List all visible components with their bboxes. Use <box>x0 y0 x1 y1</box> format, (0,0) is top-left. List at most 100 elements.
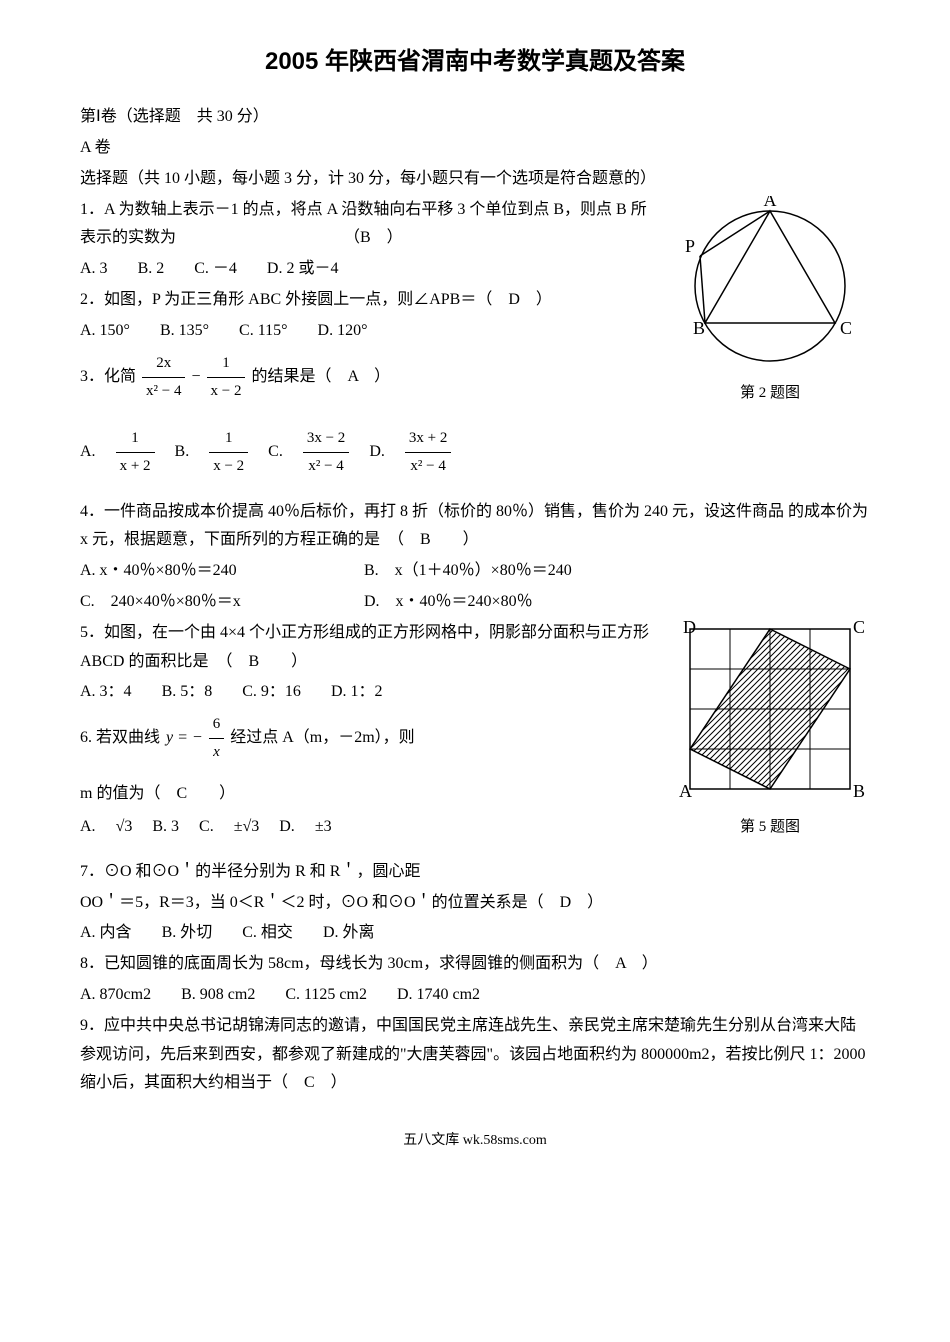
q4-options-row1: A. x・40％×80％＝240 B. x（1＋40％）×80％＝240 <box>80 557 870 586</box>
q4-opt-a: A. x・40％×80％＝240 <box>80 557 360 586</box>
figure-q2-caption: 第 2 题图 <box>670 380 870 407</box>
q8-text: 8．已知圆锥的底面周长为 58cm，母线长为 30cm，求得圆锥的侧面积为（ A… <box>80 950 870 979</box>
q3-frac1-den: x² − 4 <box>142 378 185 405</box>
q3-opt-c-pre: C. <box>268 438 283 467</box>
figure-q5-caption: 第 5 题图 <box>670 814 870 841</box>
q3-opt-c-num: 3x − 2 <box>303 425 349 453</box>
q1-opt-c: C. －4 <box>194 255 237 284</box>
q6-eq-lhs: y = − <box>166 724 203 753</box>
q2-opt-c: C. 115° <box>239 317 287 346</box>
q2-opt-b: B. 135° <box>160 317 209 346</box>
q3-opt-d-pre: D. <box>369 438 385 467</box>
label-d: D <box>683 619 696 637</box>
q6-opt-a-pre: A. <box>80 813 96 842</box>
q3-frac2-den: x − 2 <box>207 378 246 405</box>
q8-options: A. 870cm2 B. 908 cm2 C. 1125 cm2 D. 1740… <box>80 981 870 1010</box>
q3-opt-d-den: x² − 4 <box>405 453 451 480</box>
q5-opt-c: C. 9：16 <box>242 678 301 707</box>
q3-frac1: 2x x² − 4 <box>142 350 185 405</box>
q7-text2: OO＇＝5，R＝3，当 0＜R＇＜2 时，⊙O 和⊙O＇的位置关系是（ D ） <box>80 889 870 918</box>
line-pa <box>700 211 770 256</box>
q3-opt-c-frac: 3x − 2 x² − 4 <box>303 425 349 480</box>
triangle-abc <box>705 211 835 323</box>
q2-opt-a: A. 150° <box>80 317 130 346</box>
q3-opt-a-num: 1 <box>116 425 155 453</box>
page-footer: 五八文库 wk.58sms.com <box>80 1128 870 1153</box>
figure-q2: A B C P 第 2 题图 <box>670 196 870 408</box>
q6-opt-d-pre: D. <box>279 813 295 842</box>
grid-shaded-diagram: D C A B <box>675 619 865 799</box>
q2-opt-d: D. 120° <box>318 317 368 346</box>
q6-opt-c-pre: C. <box>199 813 214 842</box>
subtitle-section: A 卷 <box>80 134 870 163</box>
q7-opt-d: D. 外离 <box>323 919 375 948</box>
triangle-circle-diagram: A B C P <box>675 196 865 366</box>
q5-opt-b: B. 5：8 <box>162 678 213 707</box>
q6-frac-num: 6 <box>209 711 225 739</box>
q6-stem-row1: 6. 若双曲线 y = − 6 x 经过点 A（m，－2m），则 <box>80 711 655 766</box>
minus-sign: − <box>191 363 200 392</box>
q3-opt-a-den: x + 2 <box>116 453 155 480</box>
q3-opt-b-frac: 1 x − 2 <box>209 425 248 480</box>
figure-q5: D C A B 第 5 题图 <box>670 619 870 841</box>
q3-frac2: 1 x − 2 <box>207 350 246 405</box>
q1-options: A. 3 B. 2 C. －4 D. 2 或－4 <box>80 255 655 284</box>
q3-opt-b-pre: B. <box>175 438 190 467</box>
q3-opt-b-num: 1 <box>209 425 248 453</box>
q7-opt-b: B. 外切 <box>162 919 213 948</box>
q3-opt-d-frac: 3x + 2 x² − 4 <box>405 425 451 480</box>
circumscribed-circle <box>695 211 845 361</box>
q4-text: 4．一件商品按成本价提高 40％后标价，再打 8 折（标价的 80％）销售，售价… <box>80 498 870 556</box>
q1-opt-b: B. 2 <box>138 255 165 284</box>
q5-options: A. 3：4 B. 5：8 C. 9：16 D. 1：2 <box>80 678 655 707</box>
q6-mid: 经过点 A（m，－2m），则 <box>230 724 414 753</box>
label-b: B <box>693 318 705 338</box>
label-a: A <box>764 196 777 210</box>
q7-opt-a: A. 内含 <box>80 919 132 948</box>
q4-opt-d: D. x・40％＝240×80％ <box>364 593 533 610</box>
q3-options: A. 1 x + 2 B. 1 x − 2 C. 3x − 2 x² − 4 D… <box>80 425 870 480</box>
q6-options: A. √3 B. 3 C. ±√3 D. ±3 <box>80 813 655 842</box>
page-title: 2005 年陕西省渭南中考数学真题及答案 <box>80 40 870 83</box>
q4-opt-c: C. 240×40％×80％＝x <box>80 588 360 617</box>
q8-opt-d: D. 1740 cm2 <box>397 981 480 1010</box>
q4-options-row2: C. 240×40％×80％＝x D. x・40％＝240×80％ <box>80 588 870 617</box>
q3-frac1-num: 2x <box>142 350 185 378</box>
q8-opt-c: C. 1125 cm2 <box>285 981 367 1010</box>
q3-tail: 的结果是（ A ） <box>251 363 390 392</box>
q6-opt-a: √3 <box>116 813 133 842</box>
q3-opt-b-den: x − 2 <box>209 453 248 480</box>
q6-opt-c: ±√3 <box>234 813 260 842</box>
q3-stem: 3．化简 2x x² − 4 − 1 x − 2 的结果是（ A ） <box>80 350 655 405</box>
q4-opt-b: B. x（1＋40％）×80％＝240 <box>364 562 572 579</box>
q7-options: A. 内含 B. 外切 C. 相交 D. 外离 <box>80 919 870 948</box>
subtitle-part: 第Ⅰ卷（选择题 共 30 分） <box>80 103 870 132</box>
q3-opt-d-num: 3x + 2 <box>405 425 451 453</box>
instructions: 选择题（共 10 小题，每小题 3 分，计 30 分，每小题只有一个选项是符合题… <box>80 165 870 194</box>
q7-opt-c: C. 相交 <box>242 919 293 948</box>
q3-opt-c-den: x² − 4 <box>303 453 349 480</box>
label-b: B <box>853 781 865 799</box>
label-a: A <box>679 781 692 799</box>
label-p: P <box>685 236 695 256</box>
q6-opt-d: ±3 <box>315 813 332 842</box>
q5-opt-d: D. 1：2 <box>331 678 383 707</box>
q6-frac-den: x <box>209 739 225 766</box>
q2-options: A. 150° B. 135° C. 115° D. 120° <box>80 317 655 346</box>
q6-opt-b: B. 3 <box>152 813 179 842</box>
q1-opt-d: D. 2 或－4 <box>267 255 339 284</box>
q1-opt-a: A. 3 <box>80 255 108 284</box>
q3-lead: 3．化简 <box>80 363 136 392</box>
q3-opt-a-pre: A. <box>80 438 96 467</box>
q5-opt-a: A. 3：4 <box>80 678 132 707</box>
q6-lead: 6. 若双曲线 <box>80 724 160 753</box>
q7-text1: 7．⊙O 和⊙O＇的半径分别为 R 和 R＇，圆心距 <box>80 858 870 887</box>
q9-text: 9．应中共中央总书记胡锦涛同志的邀请，中国国民党主席连战先生、亲民党主席宋楚瑜先… <box>80 1012 870 1098</box>
q8-opt-a: A. 870cm2 <box>80 981 151 1010</box>
q3-frac2-num: 1 <box>207 350 246 378</box>
label-c: C <box>853 619 865 637</box>
q8-opt-b: B. 908 cm2 <box>181 981 255 1010</box>
q6-frac: 6 x <box>209 711 225 766</box>
q3-opt-a-frac: 1 x + 2 <box>116 425 155 480</box>
label-c: C <box>840 318 852 338</box>
